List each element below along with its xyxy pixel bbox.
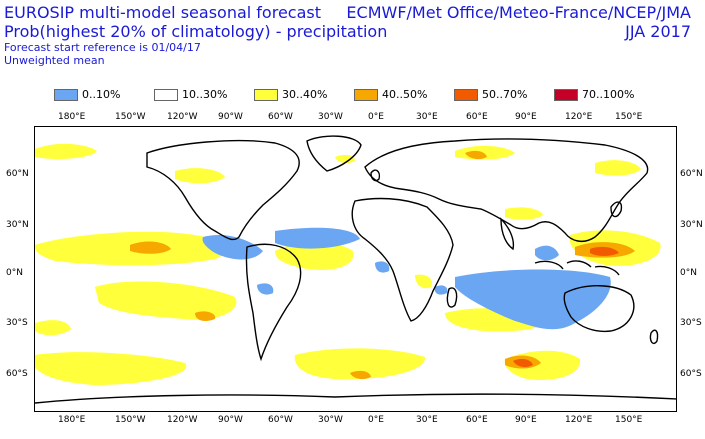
lon-tick-label: 150°E bbox=[615, 112, 643, 122]
lon-tick-label: 60°E bbox=[466, 415, 488, 425]
lat-tick-label: 0°N bbox=[680, 268, 697, 278]
page-subtitle: Prob(highest 20% of climatology) - preci… bbox=[4, 22, 388, 41]
centres-label: ECMWF/Met Office/Meteo-France/NCEP/JMA bbox=[346, 3, 691, 22]
legend-label: 30..40% bbox=[282, 88, 328, 101]
map bbox=[34, 126, 677, 412]
title-right-block: ECMWF/Met Office/Meteo-France/NCEP/JMA J… bbox=[346, 3, 691, 41]
season-label: JJA 2017 bbox=[625, 22, 691, 41]
lon-tick-label: 0°E bbox=[368, 112, 384, 122]
legend-label: 40..50% bbox=[382, 88, 428, 101]
legend-label: 0..10% bbox=[82, 88, 121, 101]
lon-tick-label: 180°E bbox=[58, 112, 86, 122]
lon-tick-label: 180°E bbox=[58, 415, 86, 425]
legend-swatch bbox=[354, 89, 378, 101]
lon-tick-label: 150°E bbox=[615, 415, 643, 425]
coastlines bbox=[35, 135, 676, 404]
legend-label: 10..30% bbox=[182, 88, 228, 101]
legend-swatch bbox=[554, 89, 578, 101]
probability-field bbox=[35, 143, 661, 385]
lon-tick-label: 60°E bbox=[466, 112, 488, 122]
lat-tick-label: 60°S bbox=[680, 369, 702, 379]
lat-tick-label: 30°N bbox=[680, 220, 703, 230]
title-block: EUROSIP multi-model seasonal forecast Pr… bbox=[4, 3, 387, 67]
lon-tick-label: 90°W bbox=[218, 415, 243, 425]
lon-tick-label: 120°E bbox=[565, 112, 593, 122]
lat-tick-label: 30°S bbox=[6, 318, 28, 328]
lon-tick-label: 30°W bbox=[318, 112, 343, 122]
lat-tick-label: 30°N bbox=[6, 220, 29, 230]
map-canvas bbox=[35, 135, 676, 404]
lon-tick-label: 30°E bbox=[416, 112, 438, 122]
lon-tick-label: 30°W bbox=[318, 415, 343, 425]
lon-tick-label: 60°W bbox=[268, 112, 293, 122]
lon-tick-label: 150°W bbox=[115, 415, 146, 425]
lat-tick-label: 60°N bbox=[6, 169, 29, 179]
legend-swatch bbox=[154, 89, 178, 101]
lon-tick-label: 150°W bbox=[115, 112, 146, 122]
lon-tick-label: 30°E bbox=[416, 415, 438, 425]
legend-swatch bbox=[54, 89, 78, 101]
lat-tick-label: 60°S bbox=[6, 369, 28, 379]
lon-tick-label: 60°W bbox=[268, 415, 293, 425]
lon-tick-label: 120°W bbox=[167, 112, 198, 122]
lat-tick-label: 0°N bbox=[6, 268, 23, 278]
legend-label: 50..70% bbox=[482, 88, 528, 101]
lon-tick-label: 90°W bbox=[218, 112, 243, 122]
lon-tick-label: 120°E bbox=[565, 415, 593, 425]
legend-swatch bbox=[454, 89, 478, 101]
forecast-reference: Forecast start reference is 01/04/17 bbox=[4, 41, 201, 54]
page-title: EUROSIP multi-model seasonal forecast bbox=[4, 3, 321, 22]
legend-label: 70..100% bbox=[582, 88, 635, 101]
lat-tick-label: 30°S bbox=[680, 318, 702, 328]
lon-tick-label: 120°W bbox=[167, 415, 198, 425]
lat-tick-label: 60°N bbox=[680, 169, 703, 179]
lon-tick-label: 90°E bbox=[515, 415, 537, 425]
legend-swatch bbox=[254, 89, 278, 101]
lon-tick-label: 0°E bbox=[368, 415, 384, 425]
lon-tick-label: 90°E bbox=[515, 112, 537, 122]
mean-type: Unweighted mean bbox=[4, 54, 105, 67]
